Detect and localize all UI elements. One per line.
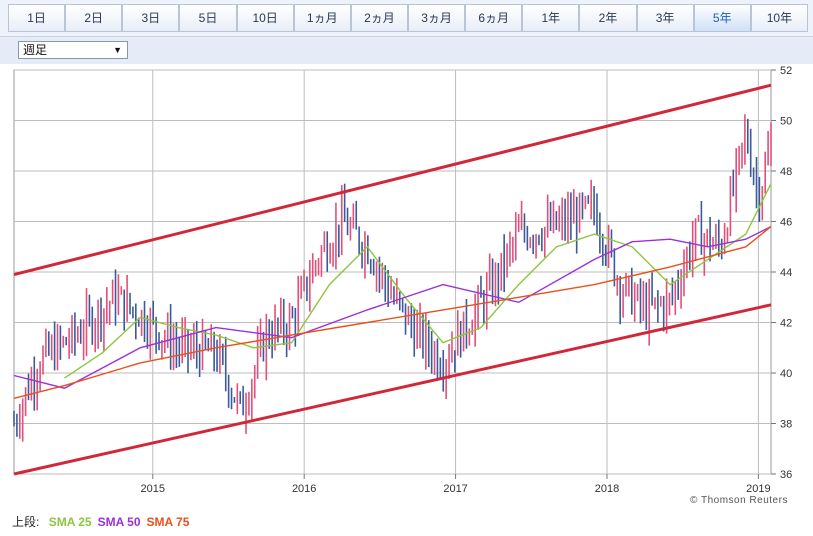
tab-10年[interactable]: 10年 — [750, 4, 808, 32]
y-tick-label: 38 — [780, 419, 792, 431]
dropdown-arrow-icon: ▼ — [113, 45, 122, 55]
tab-3日[interactable]: 3日 — [122, 4, 180, 32]
tab-1日[interactable]: 1日 — [8, 4, 66, 32]
x-tick-label: 2018 — [595, 483, 619, 495]
interval-select[interactable]: 週足 ▼ — [18, 41, 128, 59]
tab-1年[interactable]: 1年 — [522, 4, 580, 32]
x-tick-label: 2016 — [292, 483, 316, 495]
legend-item-sma-75: SMA 75 — [146, 515, 190, 529]
y-tick-label: 44 — [780, 267, 792, 279]
y-tick-label: 40 — [780, 368, 792, 380]
tab-2ヵ月[interactable]: 2ヵ月 — [350, 4, 408, 32]
sma-line-sma-50 — [13, 225, 772, 389]
tab-3ヵ月[interactable]: 3ヵ月 — [408, 4, 466, 32]
toolbar — [0, 37, 813, 64]
sma-line-sma-25 — [64, 183, 772, 379]
y-tick-label: 48 — [780, 166, 792, 178]
sma-line-sma-75 — [13, 226, 772, 399]
y-tick-label: 52 — [780, 65, 792, 77]
tab-6ヵ月[interactable]: 6ヵ月 — [465, 4, 523, 32]
legend-item-sma-25: SMA 25 — [48, 515, 92, 529]
trend-channel-upper — [13, 83, 772, 276]
chart-legend: 上段: SMA 25 SMA 50 SMA 75 — [12, 513, 195, 530]
x-tick-label: 2015 — [141, 483, 165, 495]
price-chart: 36 38 40 42 44 46 48 50 52 2015 2016 2017 2018 2019 — [13, 65, 792, 495]
x-tick-label: 2019 — [746, 483, 770, 495]
y-tick-label: 36 — [780, 469, 792, 481]
legend-item-sma-50: SMA 50 — [97, 515, 141, 529]
legend-prefix: 上段: — [12, 515, 40, 529]
tab-2日[interactable]: 2日 — [65, 4, 123, 32]
trend-channel-lower — [13, 303, 772, 476]
tab-3年[interactable]: 3年 — [636, 4, 694, 32]
tab-10日[interactable]: 10日 — [236, 4, 294, 32]
interval-select-value: 週足 — [23, 43, 48, 57]
y-tick-label: 42 — [780, 318, 792, 330]
period-tab-bar: 1日 2日 3日 5日 10日 1ヵ月 2ヵ月 3ヵ月 6ヵ月 1年 2年 3年 5年 10年 — [0, 0, 813, 37]
tab-5日[interactable]: 5日 — [179, 4, 237, 32]
tab-1ヵ月[interactable]: 1ヵ月 — [293, 4, 351, 32]
y-tick-label: 46 — [780, 217, 792, 229]
tab-2年[interactable]: 2年 — [579, 4, 637, 32]
x-tick-label: 2017 — [443, 483, 467, 495]
y-tick-label: 50 — [780, 116, 792, 128]
tab-5年[interactable]: 5年 — [693, 4, 751, 32]
data-credit: © Thomson Reuters — [690, 495, 788, 506]
